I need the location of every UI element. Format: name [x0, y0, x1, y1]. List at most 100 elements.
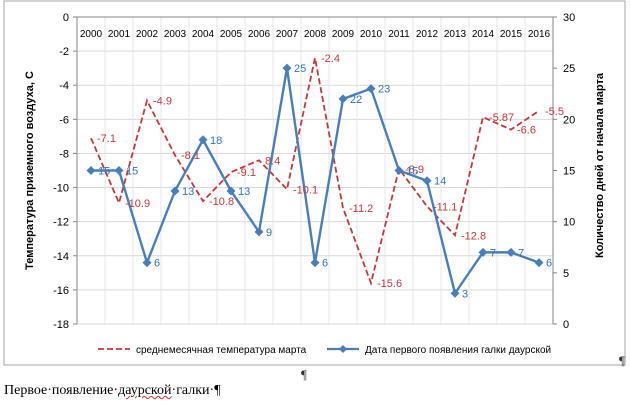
bird-data-label: 15: [406, 166, 418, 178]
left-tick-label: -2: [59, 46, 69, 58]
legend-bird-marker: [339, 345, 347, 353]
bird-data-point: [142, 258, 152, 268]
bird-data-label: 14: [434, 176, 446, 188]
caption-word-4: галки: [176, 383, 210, 398]
bird-data-label: 9: [266, 227, 272, 239]
bird-data-point: [394, 166, 404, 175]
temperature-data-label: -10.8: [209, 196, 234, 208]
bird-data-point: [198, 135, 208, 145]
x-tick-label: 2015: [500, 29, 523, 40]
x-tick-label: 2001: [108, 29, 131, 40]
legend-bird-label: Дата первого появления галки даурской: [365, 345, 551, 356]
bird-data-label: 25: [294, 63, 306, 75]
bird-data-label: 7: [518, 247, 524, 259]
left-tick-label: -8: [59, 148, 69, 160]
x-tick-label: 2007: [276, 29, 299, 40]
temperature-data-label: -6.6: [517, 125, 536, 137]
x-tick-label: 2014: [472, 29, 495, 40]
bird-data-point: [282, 63, 292, 73]
left-tick-label: 0: [63, 12, 69, 24]
right-tick-label: 20: [563, 114, 575, 126]
temperature-data-label: -15.6: [377, 278, 402, 290]
x-tick-label: 2013: [444, 29, 467, 40]
x-tick-label: 2004: [192, 29, 215, 40]
bird-data-point: [254, 227, 264, 237]
left-tick-label: -18: [53, 319, 69, 331]
right-tick-label: 25: [563, 63, 575, 75]
caption-word-2: появление: [51, 383, 114, 398]
pilcrow-mark: ¶: [301, 367, 307, 382]
temperature-data-label: -4.9: [153, 96, 172, 108]
left-tick-label: -16: [53, 285, 69, 297]
chart-border: [3, 0, 626, 366]
bird-data-label: 15: [126, 166, 138, 178]
x-tick-label: 2006: [248, 29, 271, 40]
temperature-data-label: -10.1: [293, 184, 318, 196]
temperature-data-label: -7.1: [97, 133, 116, 145]
bird-data-label: 13: [238, 186, 250, 198]
bird-data-label: 22: [350, 94, 362, 106]
bird-data-label: 7: [490, 247, 496, 259]
temperature-data-label: -11.2: [349, 203, 373, 215]
bird-data-point: [450, 288, 460, 298]
temperature-data-label: -8.9: [405, 164, 424, 176]
right-tick-label: 5: [563, 268, 569, 280]
bird-data-label: 15: [98, 166, 110, 178]
left-axis-title: Температура приземного воздуха, С: [24, 71, 36, 270]
temperature-data-label: -10.9: [125, 198, 150, 210]
x-tick-label: 2000: [80, 29, 103, 40]
bird-data-point: [170, 186, 180, 196]
left-tick-label: -4: [59, 80, 69, 92]
x-tick-label: 2003: [164, 29, 187, 40]
temperature-data-label: -5.5: [545, 106, 564, 118]
bird-data-label: 13: [182, 186, 194, 198]
right-tick-label: 0: [563, 319, 569, 331]
bird-data-point: [310, 258, 320, 268]
x-tick-label: 2002: [136, 29, 159, 40]
caption-word-1: Первое: [4, 383, 48, 398]
x-tick-label: 2008: [304, 29, 327, 40]
left-tick-label: -10: [53, 183, 69, 195]
bird-data-point: [226, 186, 236, 196]
bird-data-label: 23: [378, 84, 390, 96]
bird-data-label: 18: [210, 135, 222, 147]
bird-data-point: [506, 247, 516, 257]
x-tick-label: 2016: [528, 29, 551, 40]
series-temperature-line: [90, 57, 540, 287]
temperature-data-label: -11.1: [433, 201, 457, 213]
bird-data-point: [338, 94, 348, 104]
caption-pilcrow: ¶: [214, 383, 221, 398]
right-tick-label: 30: [563, 12, 575, 24]
x-tick-label: 2010: [360, 29, 383, 40]
left-tick-label: -14: [53, 251, 69, 263]
pilcrow-mark-right: ¶: [619, 353, 625, 368]
temperature-data-label: -8.1: [181, 150, 200, 162]
right-axis-title: Количество дней от начала марта: [594, 72, 606, 258]
x-tick-label: 2009: [332, 29, 355, 40]
right-tick-label: 15: [563, 166, 575, 178]
bird-data-label: 6: [546, 258, 552, 270]
left-tick-label: -6: [59, 114, 69, 126]
bird-data-point: [534, 258, 544, 268]
bird-data-point: [86, 166, 96, 175]
bird-data-point: [366, 84, 376, 94]
temperature-data-label: -2.4: [321, 53, 340, 65]
caption-word-3: даурской: [118, 383, 172, 398]
temperature-data-label: -5.87: [489, 112, 514, 124]
left-tick-label: -12: [53, 217, 69, 229]
caption-text: Первое·появление·даурской·галки·¶: [4, 383, 221, 398]
x-tick-label: 2005: [220, 29, 243, 40]
chart-area: 0 -2 -4 -6 -8 -10 -12 -14 -16 -18 0 5 10 15 20 25 30 2000…: [3, 0, 626, 366]
line-chart: 0 -2 -4 -6 -8 -10 -12 -14 -16 -18 0 5 10 15 20 25 30 2000…: [3, 0, 626, 366]
right-tick-label: 10: [563, 217, 575, 229]
temperature-data-label: -9.1: [237, 167, 256, 179]
bird-data-label: 3: [462, 288, 468, 300]
bird-data-point: [114, 166, 124, 175]
x-tick-label: 2011: [388, 29, 410, 40]
temperature-data-label: -12.8: [461, 230, 486, 242]
bird-data-point: [478, 247, 488, 257]
bird-data-label: 6: [154, 258, 160, 270]
legend-temperature-label: среднемесячная температура марта: [136, 345, 307, 356]
temperature-data-label: 8.4: [265, 155, 280, 167]
bird-data-label: 6: [322, 258, 328, 270]
